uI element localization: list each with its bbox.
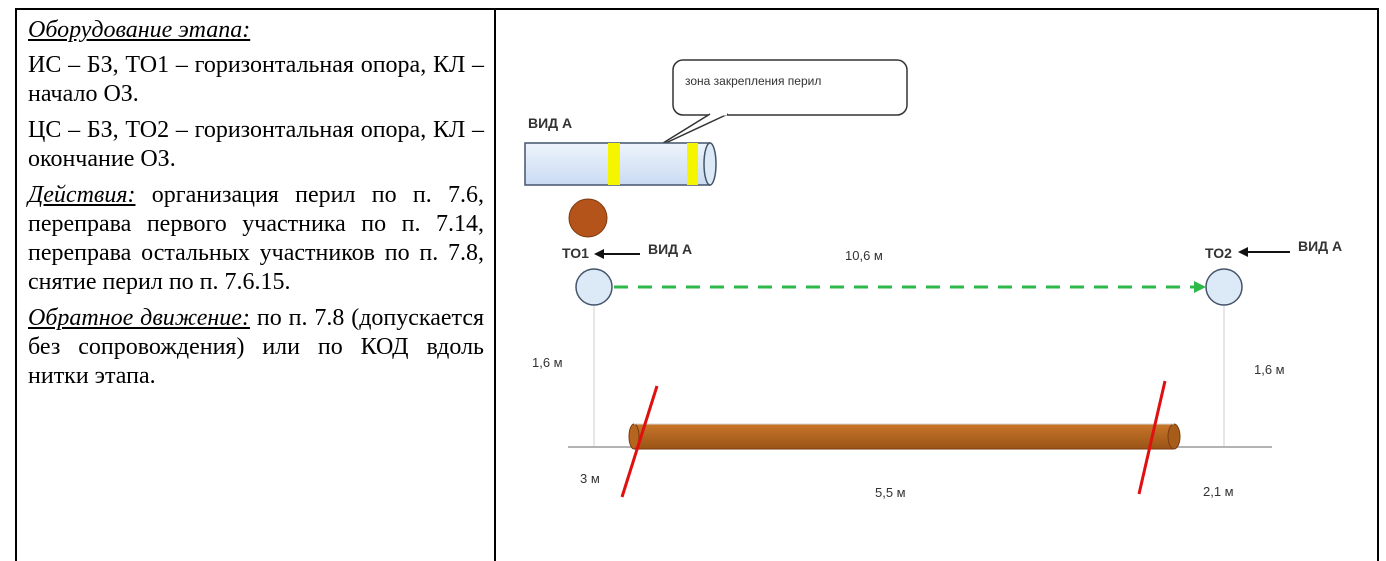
return-title: Обратное движение:: [28, 305, 250, 331]
to1-label: ТО1: [562, 245, 589, 261]
to1-post: [575, 268, 613, 306]
table-frame: [15, 8, 1379, 561]
log: [628, 423, 1181, 450]
callout-text: зона закрепления перил: [685, 74, 821, 88]
arrow-icon: [1238, 247, 1290, 257]
anchor-zone-marker-left: [608, 143, 620, 185]
return-section: Обратное движение: по п. 7.8 (допускаетс…: [28, 304, 484, 391]
log-cross-section: [568, 198, 608, 238]
equipment-finish-line: ЦС – БЗ, ТО2 – горизонтальная опора, КЛ …: [28, 117, 484, 172]
span-distance: 10,6 м: [845, 248, 883, 263]
actions-text: организация перил по п. 7.6, переправа п…: [28, 182, 484, 295]
handrail-rope: [614, 281, 1206, 293]
callout: зона закрепления перил: [654, 59, 908, 149]
zone-start-marker: [620, 385, 659, 498]
return-text: по п. 7.8 (допускается без сопровождения…: [28, 305, 485, 389]
anchor-zone-marker-right: [687, 143, 698, 185]
to1-view-label: ВИД А: [648, 241, 692, 257]
equipment-section: Оборудование этапа:: [28, 16, 484, 45]
right-height: 1,6 м: [1254, 362, 1285, 377]
arrow-icon: [594, 249, 640, 259]
actions-title: Действия:: [28, 182, 136, 208]
equipment-start-line: ИС – БЗ, ТО1 – горизонтальная опора, КЛ …: [28, 52, 484, 107]
to2-post: [1205, 268, 1243, 306]
support-tube-end: [703, 142, 717, 186]
log-body: [633, 423, 1175, 450]
callout-box: [672, 59, 908, 116]
actions-section: Действия: организация перил по п. 7.6, п…: [28, 181, 484, 297]
to2-label: ТО2: [1205, 245, 1232, 261]
left-distance: 3 м: [580, 471, 600, 486]
log-length: 5,5 м: [875, 485, 906, 500]
column-divider: [494, 8, 496, 561]
equipment-title: Оборудование этапа:: [28, 17, 251, 43]
view-a-title: ВИД А: [528, 115, 572, 131]
right-distance: 2,1 м: [1203, 484, 1234, 499]
text-panel: Оборудование этапа: ИС – БЗ, ТО1 – гориз…: [28, 16, 484, 398]
zone-end-marker: [1137, 380, 1167, 495]
stage-diagram: зона закрепления перил ВИД А ТО1 ВИД А 1…: [524, 59, 1342, 500]
horizontal-support-side-view: [524, 142, 717, 238]
left-height: 1,6 м: [532, 355, 563, 370]
to2-view-label: ВИД А: [1298, 238, 1342, 254]
